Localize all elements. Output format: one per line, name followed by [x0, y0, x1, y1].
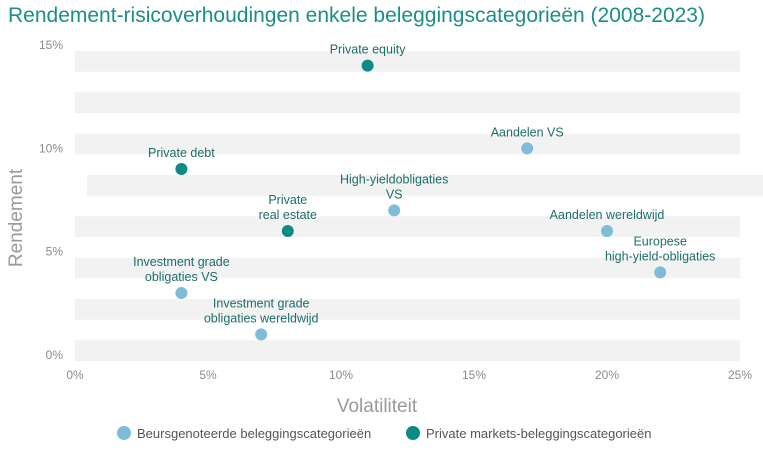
- data-point: [388, 204, 401, 217]
- point-label: Investment grade: [133, 255, 230, 269]
- point-label: Aandelen VS: [491, 125, 564, 139]
- legend-label: Beursgenoteerde beleggingscategorieën: [137, 426, 371, 441]
- x-tick-label: 20%: [595, 368, 619, 382]
- background-band: [75, 216, 740, 237]
- x-tick-label: 15%: [462, 368, 486, 382]
- y-tick-label: 5%: [46, 245, 64, 259]
- y-axis-label: Rendement: [6, 168, 27, 267]
- y-axis-ticks: 0% 5% 10% 15%: [39, 38, 63, 362]
- background-band: [87, 175, 763, 196]
- legend: Beursgenoteerde beleggingscategorieën Pri…: [117, 426, 651, 441]
- data-point: [175, 287, 188, 299]
- background-band: [75, 257, 740, 279]
- y-tick-label: 0%: [46, 348, 64, 362]
- background-band: [75, 92, 740, 113]
- point-label: VS: [386, 187, 403, 201]
- x-tick-label: 25%: [728, 368, 752, 382]
- data-point: [521, 142, 534, 155]
- point-label: obligaties VS: [145, 270, 218, 284]
- data-point: [175, 163, 188, 175]
- background-band: [75, 299, 740, 320]
- x-tick-label: 10%: [329, 368, 353, 382]
- chart-title: Rendement-risicoverhoudingen enkele bele…: [8, 4, 705, 27]
- x-axis-label: Volatiliteit: [337, 396, 418, 417]
- point-label: Private equity: [330, 43, 406, 57]
- data-point: [255, 328, 268, 341]
- point-label: Europese: [633, 234, 687, 248]
- y-tick-label: 10%: [39, 141, 63, 155]
- point-label: real estate: [259, 208, 317, 222]
- point-label: obligaties wereldwijd: [204, 311, 319, 325]
- legend-marker: [406, 426, 420, 440]
- point-label: Private: [268, 193, 307, 207]
- background-band: [75, 51, 740, 72]
- background-bands: [75, 51, 763, 361]
- data-point: [654, 266, 667, 279]
- background-band: [75, 133, 740, 155]
- x-tick-label: 0%: [66, 368, 84, 382]
- data-point: [361, 59, 374, 72]
- legend-marker: [117, 426, 131, 440]
- legend-label: Private markets-beleggingscategorieën: [426, 426, 651, 441]
- data-point: [281, 225, 294, 237]
- x-tick-label: 5%: [199, 368, 217, 382]
- point-label: Private debt: [148, 146, 215, 160]
- point-label: High-yieldobligaties: [340, 172, 448, 186]
- x-axis-ticks: 0% 5% 10% 15% 20% 25%: [66, 368, 752, 382]
- data-point: [601, 225, 613, 237]
- point-label: high-yield-obligaties: [605, 249, 715, 263]
- background-band: [75, 340, 740, 361]
- point-label: Investment grade: [213, 296, 310, 310]
- point-label: Aandelen wereldwijd: [550, 208, 665, 222]
- y-tick-label: 15%: [39, 38, 63, 52]
